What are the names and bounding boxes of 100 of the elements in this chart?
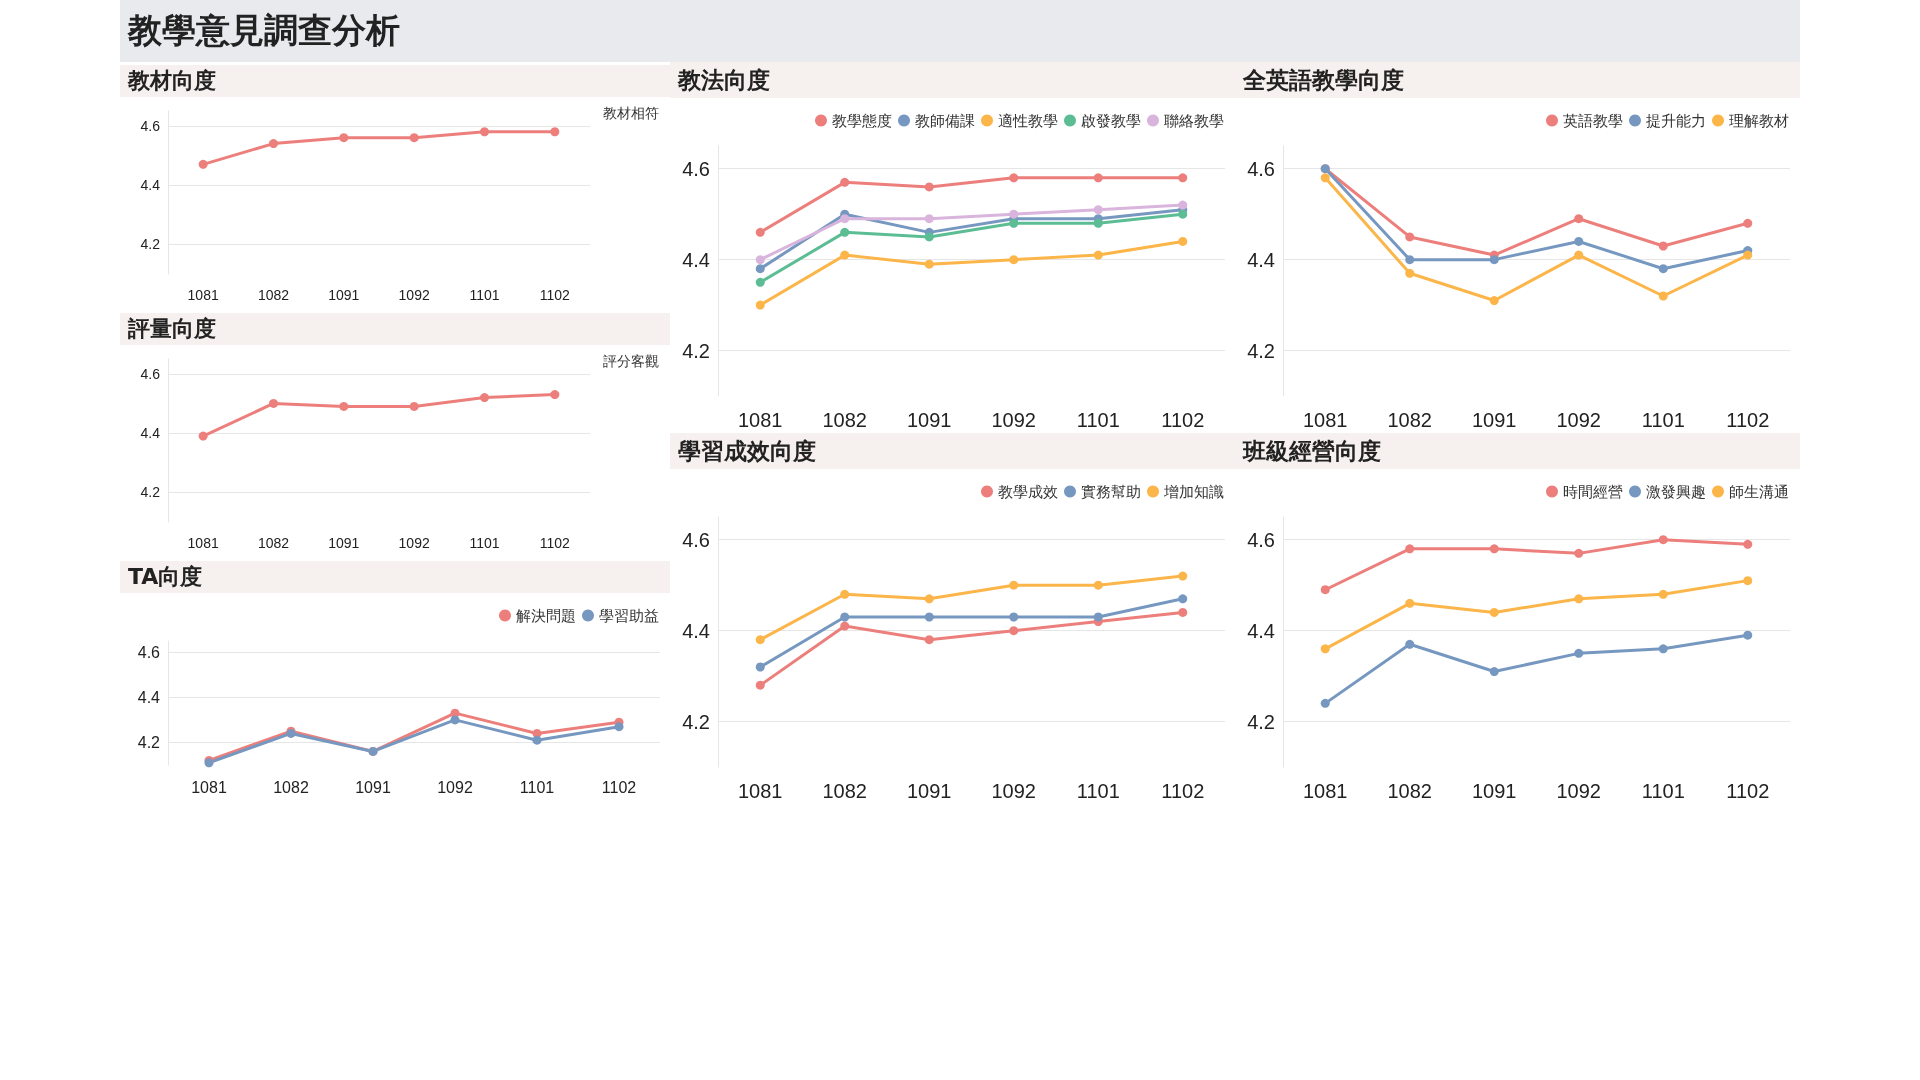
point: [1093, 250, 1103, 260]
y-tick-label: 4.6: [140, 117, 161, 134]
point: [1489, 607, 1499, 617]
y-tick-label: 4.2: [140, 484, 161, 501]
point: [1574, 548, 1584, 558]
point: [1009, 612, 1019, 622]
x-tick-label: 1081: [191, 778, 227, 796]
point: [1743, 576, 1753, 586]
x-tick-label: 1082: [257, 287, 290, 303]
x-tick-label: 1091: [328, 535, 360, 551]
point: [550, 127, 560, 137]
point: [1574, 594, 1584, 604]
point: [840, 214, 850, 224]
y-tick-label: 4.4: [682, 619, 710, 642]
legend-label: 英語教學: [1563, 111, 1623, 130]
point: [1178, 607, 1188, 617]
point: [1658, 264, 1668, 274]
point: [755, 662, 765, 672]
point: [1405, 255, 1415, 265]
x-tick-label: 1081: [187, 287, 219, 303]
point: [1178, 571, 1188, 581]
x-tick-label: 1081: [738, 409, 783, 431]
legend-label: 增加知識: [1163, 482, 1224, 501]
x-tick-label: 1102: [1726, 780, 1770, 802]
point: [198, 159, 208, 169]
y-tick-label: 4.6: [1247, 528, 1275, 551]
x-tick-label: 1101: [469, 287, 500, 303]
y-tick-label: 4.2: [1247, 710, 1275, 733]
point: [755, 277, 765, 287]
legend-label: 教學成效: [998, 482, 1058, 501]
point: [550, 390, 560, 400]
x-tick-label: 1081: [187, 535, 219, 551]
point: [1405, 268, 1415, 278]
point: [269, 139, 278, 149]
point: [755, 300, 765, 310]
point: [840, 227, 850, 237]
text: 教學意見調查分析: [120, 0, 1800, 62]
y-tick-label: 4.4: [682, 248, 710, 271]
x-tick-label: 1081: [1303, 409, 1348, 431]
legend-label: 時間經營: [1563, 482, 1623, 501]
x-tick-label: 1101: [1076, 780, 1120, 802]
point: [1093, 612, 1103, 622]
point: [1574, 236, 1584, 246]
legend-label: 理解教材: [1729, 111, 1789, 130]
point: [1405, 232, 1415, 242]
point: [1009, 173, 1019, 183]
point: [450, 715, 460, 725]
point: [1320, 698, 1330, 708]
point: [1009, 255, 1019, 265]
point: [1178, 209, 1188, 219]
point: [339, 133, 349, 143]
x-tick-label: 1082: [822, 780, 867, 802]
x-tick-label: 1102: [539, 535, 571, 551]
point: [1405, 544, 1415, 554]
point: [1093, 218, 1103, 228]
x-tick-label: 1101: [1641, 780, 1685, 802]
x-tick-label: 1101: [1641, 409, 1685, 431]
point: [924, 232, 934, 242]
point: [1320, 585, 1330, 595]
y-tick-label: 4.4: [137, 688, 161, 706]
legend-label: 學習助益: [599, 606, 659, 625]
point: [1178, 200, 1188, 210]
point: [1743, 250, 1753, 260]
point: [269, 398, 278, 408]
point: [1658, 535, 1668, 545]
x-tick-label: 1092: [437, 778, 473, 796]
y-tick-label: 4.4: [140, 425, 161, 442]
point: [1743, 218, 1753, 228]
y-tick-label: 4.6: [137, 643, 161, 661]
y-tick-label: 4.2: [137, 733, 161, 751]
point: [924, 214, 934, 224]
y-tick-label: 4.4: [1247, 248, 1275, 271]
point: [1489, 544, 1499, 554]
point: [840, 612, 850, 622]
y-tick-label: 4.6: [1247, 157, 1275, 180]
y-tick-label: 4.2: [682, 339, 710, 362]
legend-label: 實務幫助: [1081, 482, 1141, 501]
legend-label: 教師備課: [915, 111, 975, 130]
x-tick-label: 1102: [1161, 409, 1205, 431]
point: [1009, 218, 1019, 228]
y-tick-label: 4.2: [1247, 339, 1275, 362]
x-tick-label: 1102: [1161, 780, 1205, 802]
point: [1093, 173, 1103, 183]
legend-label: 師生溝通: [1729, 482, 1789, 501]
chart-title: TA向度: [120, 561, 670, 593]
y-tick-label: 4.2: [682, 710, 710, 733]
x-tick-label: 1092: [398, 535, 430, 551]
y-tick-label: 4.4: [1247, 619, 1275, 642]
point: [1574, 214, 1584, 224]
point: [1093, 580, 1103, 590]
y-tick-label: 4.6: [682, 157, 710, 180]
x-tick-label: 1092: [398, 287, 430, 303]
point: [755, 264, 765, 274]
x-tick-label: 1082: [1387, 409, 1432, 431]
x-tick-label: 1081: [1303, 780, 1348, 802]
point: [755, 680, 765, 690]
point: [1489, 255, 1499, 265]
point: [924, 612, 934, 622]
point: [924, 635, 934, 645]
point: [1658, 644, 1668, 654]
